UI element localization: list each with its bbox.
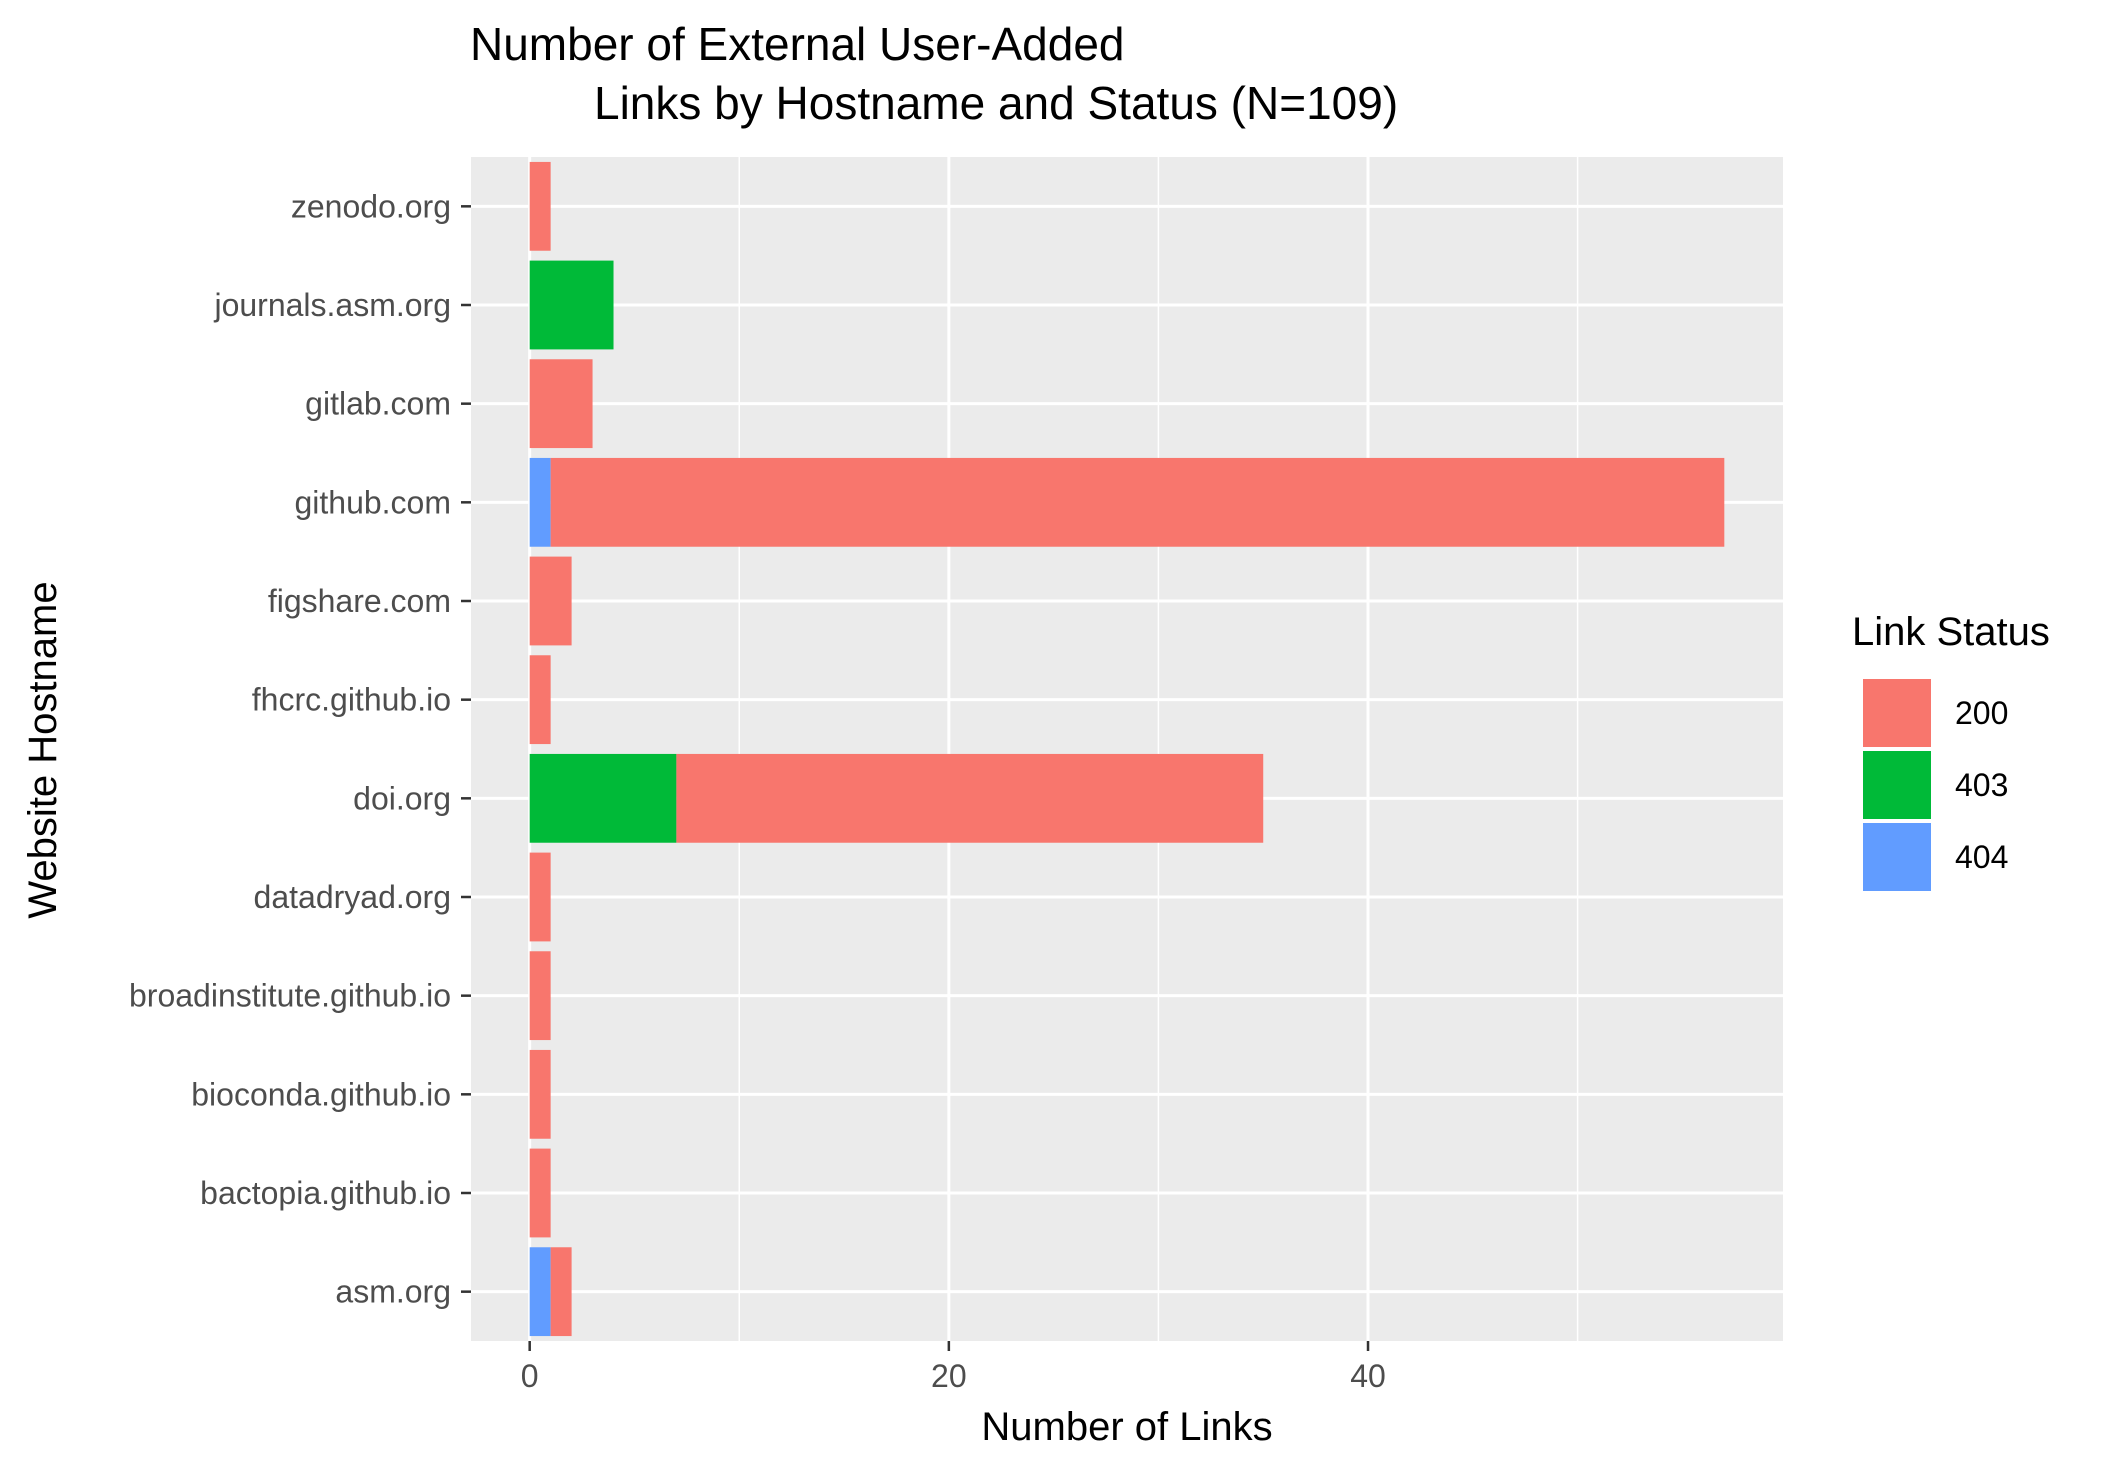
y-tick-label: journals.asm.org: [213, 287, 451, 323]
bar-datadryad-org-200: [529, 852, 551, 942]
legend-key-404: [1861, 821, 1933, 893]
bar-github-com-404: [529, 457, 551, 547]
y-tick-label: figshare.com: [268, 583, 451, 619]
bars: [529, 161, 1725, 1337]
y-tick-label: gitlab.com: [305, 386, 451, 422]
bar-broadinstitute-github-io-200: [529, 951, 551, 1041]
bar-asm-org-200: [550, 1247, 572, 1337]
bar-journals-asm-org-403: [529, 260, 614, 350]
bar-gitlab-com-200: [529, 359, 593, 449]
y-tick-label: asm.org: [335, 1274, 451, 1310]
plot-panel: [471, 157, 1783, 1341]
y-tick-label: fhcrc.github.io: [252, 682, 451, 718]
bar-bioconda-github-io-200: [529, 1049, 551, 1139]
y-tick-label: bioconda.github.io: [191, 1076, 451, 1112]
y-tick-label: broadinstitute.github.io: [129, 978, 451, 1014]
legend: Link Status 200 403 404: [1852, 610, 2050, 893]
legend-title: Link Status: [1852, 610, 2050, 654]
bar-bactopia-github-io-200: [529, 1148, 551, 1238]
legend-key-200: [1861, 677, 1933, 749]
legend-label-200: 200: [1955, 695, 2008, 731]
bar-github-com-200: [550, 457, 1725, 547]
y-axis: asm.org bactopia.github.io bioconda.github…: [129, 188, 471, 1310]
bar-doi-org-403: [529, 753, 677, 843]
x-tick-label: 40: [1350, 1358, 1386, 1394]
legend-key-403: [1861, 749, 1933, 821]
y-axis-title: Website Hostname: [21, 581, 65, 918]
x-axis-title: Number of Links: [981, 1405, 1272, 1449]
bar-doi-org-200: [676, 753, 1264, 843]
bar-asm-org-404: [529, 1247, 551, 1337]
chart-title-line-1: Number of External User-Added: [470, 18, 1125, 70]
legend-label-403: 403: [1955, 767, 2008, 803]
y-tick-label: zenodo.org: [291, 188, 451, 224]
x-tick-label: 20: [931, 1358, 967, 1394]
y-tick-label: datadryad.org: [254, 879, 451, 915]
bar-zenodo-org-200: [529, 161, 551, 251]
y-tick-label: bactopia.github.io: [200, 1175, 451, 1211]
y-tick-label: doi.org: [353, 780, 451, 816]
x-axis: 0 20 40: [521, 1341, 1386, 1394]
bar-fhcrc-github-io-200: [529, 655, 551, 745]
x-tick-label: 0: [521, 1358, 539, 1394]
legend-label-404: 404: [1955, 839, 2008, 875]
chart-title-line-2: Links by Hostname and Status (N=109): [594, 77, 1398, 129]
y-tick-label: github.com: [294, 484, 451, 520]
bar-figshare-com-200: [529, 556, 572, 646]
